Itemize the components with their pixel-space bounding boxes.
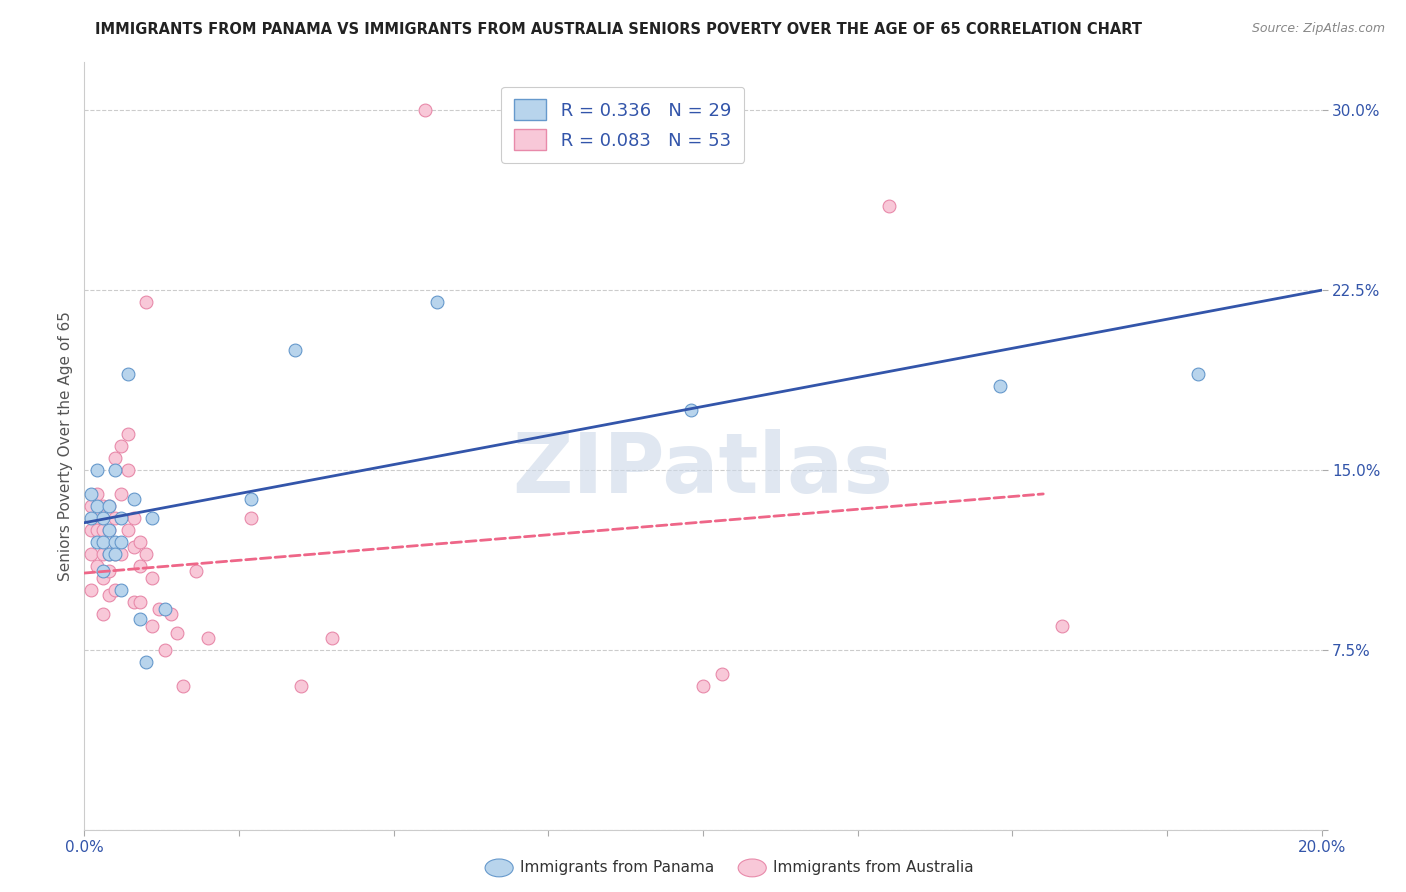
Point — [148, 602, 170, 616]
Point — [679, 403, 702, 417]
Point — [98, 547, 121, 561]
Point — [290, 679, 312, 693]
Point — [91, 564, 114, 578]
Point — [129, 612, 152, 626]
Point — [129, 558, 152, 573]
Point — [135, 655, 157, 669]
Point — [129, 595, 152, 609]
Point — [91, 499, 114, 513]
Point — [110, 439, 132, 453]
Point — [91, 571, 114, 585]
Point — [79, 523, 101, 537]
Point — [117, 367, 139, 381]
Point — [1187, 367, 1209, 381]
Point — [240, 511, 263, 525]
Y-axis label: Seniors Poverty Over the Age of 65: Seniors Poverty Over the Age of 65 — [58, 311, 73, 581]
Point — [426, 295, 449, 310]
Point — [79, 499, 101, 513]
Point — [122, 595, 145, 609]
Point — [86, 511, 108, 525]
Point — [79, 487, 101, 501]
Text: Immigrants from Australia: Immigrants from Australia — [773, 861, 974, 875]
Point — [91, 523, 114, 537]
Point — [91, 511, 114, 525]
Point — [91, 535, 114, 549]
Point — [117, 463, 139, 477]
Text: IMMIGRANTS FROM PANAMA VS IMMIGRANTS FROM AUSTRALIA SENIORS POVERTY OVER THE AGE: IMMIGRANTS FROM PANAMA VS IMMIGRANTS FRO… — [96, 22, 1142, 37]
Point — [98, 523, 121, 537]
Point — [141, 571, 163, 585]
Point — [104, 511, 127, 525]
Point — [122, 491, 145, 506]
Point — [240, 491, 263, 506]
Point — [153, 642, 176, 657]
Point — [692, 679, 714, 693]
Point — [110, 511, 132, 525]
Point — [153, 602, 176, 616]
Point — [104, 582, 127, 597]
Text: Immigrants from Panama: Immigrants from Panama — [520, 861, 714, 875]
Point — [160, 607, 183, 621]
Point — [104, 547, 127, 561]
Point — [321, 631, 343, 645]
Point — [98, 499, 121, 513]
Point — [98, 564, 121, 578]
Point — [79, 511, 101, 525]
Point — [91, 547, 114, 561]
Point — [98, 588, 121, 602]
Point — [1050, 619, 1073, 633]
Point — [122, 540, 145, 554]
Point — [86, 523, 108, 537]
Point — [104, 547, 127, 561]
Point — [91, 607, 114, 621]
Point — [98, 499, 121, 513]
Point — [135, 547, 157, 561]
Point — [110, 582, 132, 597]
Point — [141, 511, 163, 525]
Point — [86, 463, 108, 477]
Point — [877, 199, 900, 213]
Text: ZIPatlas: ZIPatlas — [513, 428, 893, 509]
Point — [86, 535, 108, 549]
Point — [86, 487, 108, 501]
Point — [172, 679, 194, 693]
Point — [86, 499, 108, 513]
Point — [141, 619, 163, 633]
Point — [104, 450, 127, 465]
Point — [104, 463, 127, 477]
Point — [135, 295, 157, 310]
Point — [110, 547, 132, 561]
Point — [413, 103, 436, 118]
Point — [104, 535, 127, 549]
Point — [110, 487, 132, 501]
Text: Source: ZipAtlas.com: Source: ZipAtlas.com — [1251, 22, 1385, 36]
Point — [98, 547, 121, 561]
Point — [117, 523, 139, 537]
Point — [988, 379, 1011, 393]
Point — [129, 535, 152, 549]
Point — [122, 511, 145, 525]
Point — [166, 626, 188, 640]
Point — [184, 564, 207, 578]
Point — [98, 523, 121, 537]
Point — [284, 343, 307, 357]
Point — [117, 427, 139, 442]
Point — [110, 535, 132, 549]
Point — [197, 631, 219, 645]
Point — [79, 582, 101, 597]
Point — [79, 547, 101, 561]
Legend:  R = 0.336   N = 29,  R = 0.083   N = 53: R = 0.336 N = 29, R = 0.083 N = 53 — [501, 87, 744, 163]
Point — [710, 666, 733, 681]
Point — [86, 558, 108, 573]
